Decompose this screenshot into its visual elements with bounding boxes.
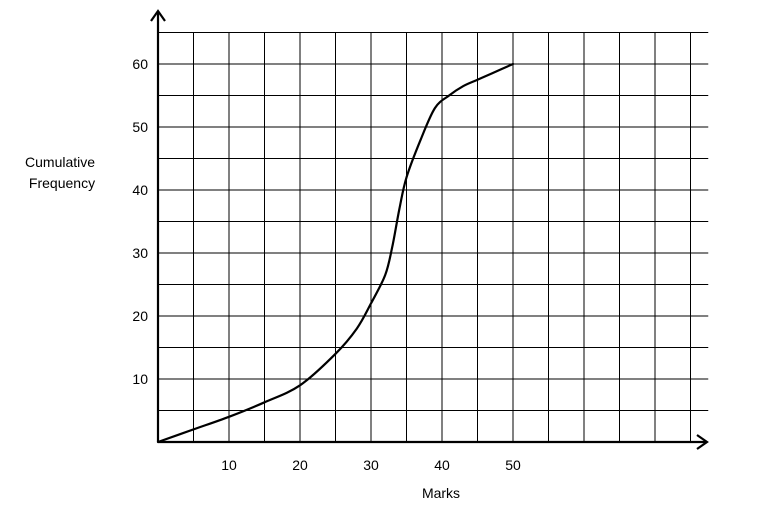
y-tick-label: 50 [132, 119, 148, 135]
y-axis-label-line-2: Frequency [29, 175, 95, 191]
grid [158, 32, 709, 442]
x-tick-label: 10 [221, 457, 237, 473]
axes [150, 9, 709, 450]
y-tick-label: 10 [132, 371, 148, 387]
x-tick-label: 50 [505, 457, 521, 473]
y-tick-label: 30 [132, 245, 148, 261]
y-axis-label-line-1: Cumulative [25, 154, 95, 170]
y-tick-label: 60 [132, 56, 148, 72]
y-tick-label: 40 [132, 182, 148, 198]
y-tick-label: 20 [132, 308, 148, 324]
x-tick-label: 40 [434, 457, 450, 473]
y-tick-labels: 10 20 30 40 50 60 [132, 56, 148, 387]
x-tick-label: 30 [363, 457, 379, 473]
x-axis-arrow [696, 434, 709, 450]
y-axis-label: Cumulative Frequency [25, 154, 99, 191]
x-axis-label: Marks [422, 485, 460, 501]
x-tick-label: 20 [292, 457, 308, 473]
cumulative-frequency-curve [156, 62, 515, 444]
x-tick-labels: 10 20 30 40 50 [221, 457, 521, 473]
y-axis-arrow [150, 9, 166, 22]
